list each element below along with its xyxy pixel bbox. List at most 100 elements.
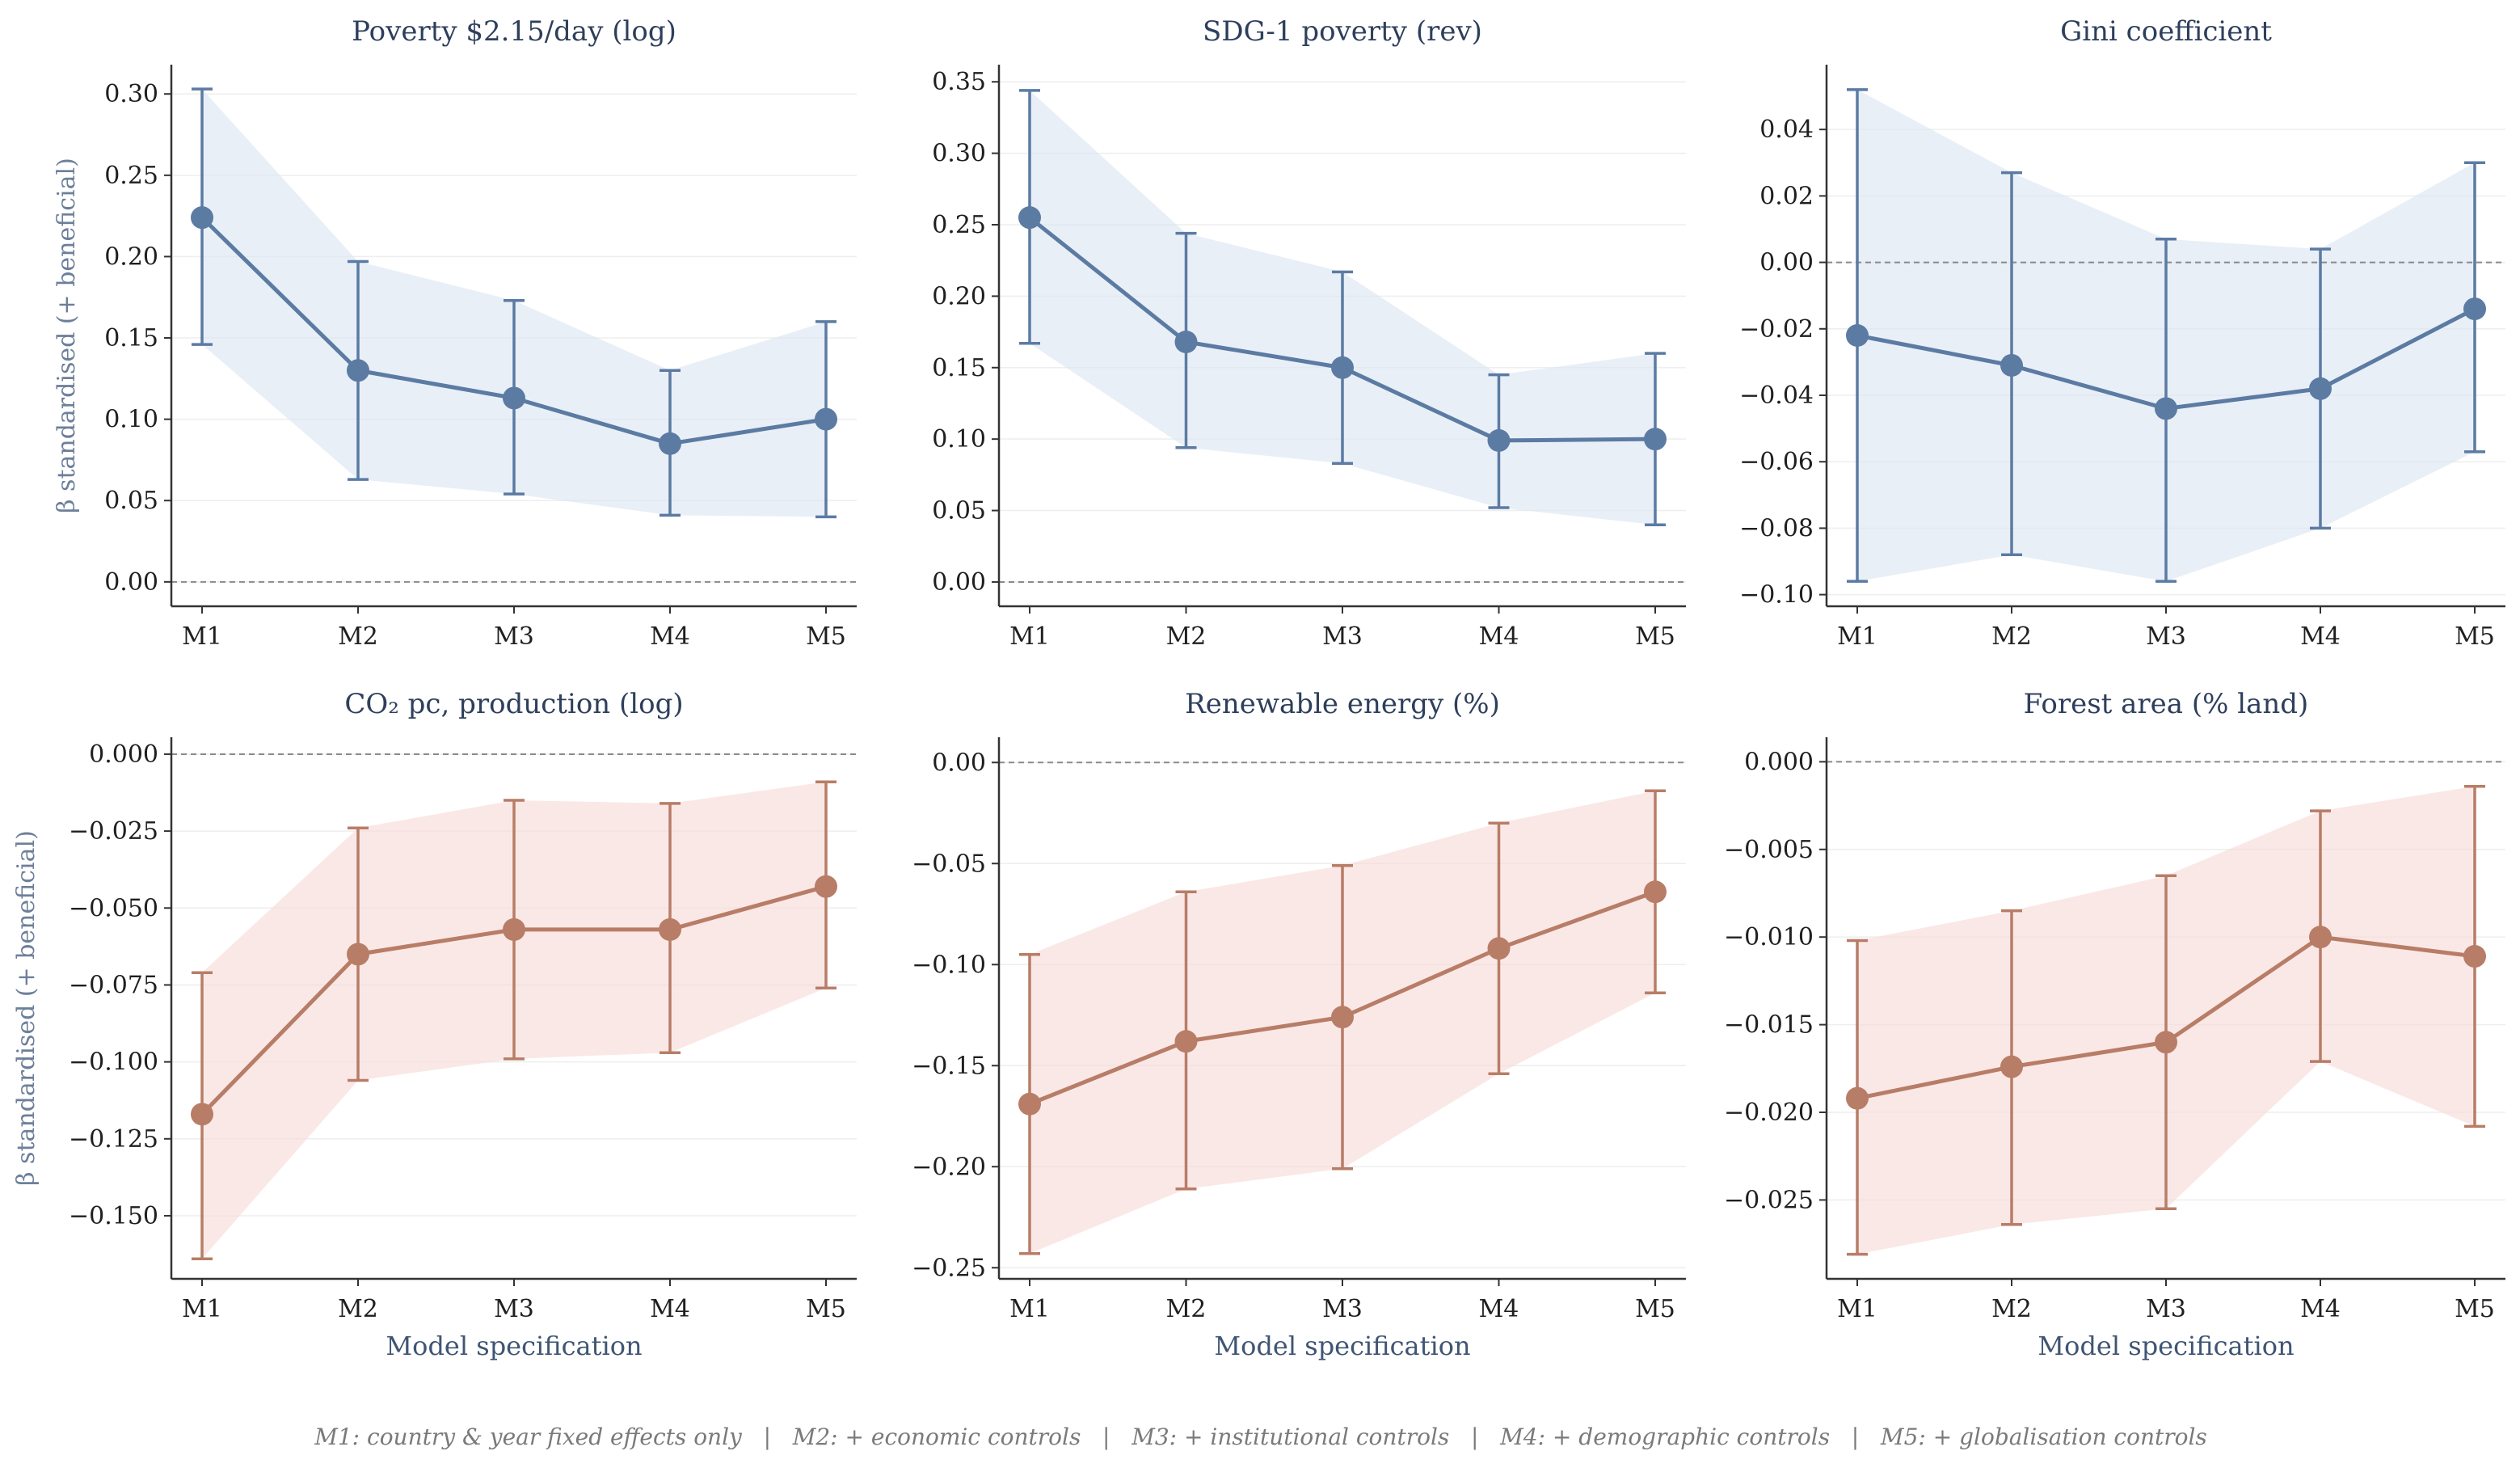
data-point — [503, 918, 525, 941]
y-tick-label: 0.30 — [932, 140, 986, 168]
panel-title: CO₂ pc, production (log) — [344, 688, 683, 720]
x-tick-label: M2 — [1166, 622, 1207, 651]
y-tick-label: −0.10 — [912, 951, 986, 979]
x-tick-label: M5 — [1635, 622, 1675, 651]
x-axis-label: Model specification — [2037, 1331, 2294, 1361]
data-point — [1331, 1006, 1354, 1029]
y-axis-label: β standardised (+ beneficial) — [53, 158, 81, 513]
data-point — [1644, 428, 1667, 451]
y-tick-label: 0.10 — [104, 406, 158, 434]
y-tick-label: 0.25 — [932, 211, 986, 239]
y-tick-label: −0.05 — [912, 850, 986, 878]
x-tick-label: M1 — [1837, 622, 1877, 651]
y-tick-label: 0.05 — [104, 487, 158, 515]
model-footnote: M1: country & year fixed effects only | … — [314, 1424, 2207, 1450]
x-tick-label: M1 — [182, 1295, 222, 1323]
y-axis-label: β standardised (+ beneficial) — [12, 830, 40, 1186]
data-point — [815, 407, 837, 431]
x-tick-label: M4 — [2300, 622, 2341, 651]
y-tick-label: 0.10 — [932, 425, 986, 453]
data-point — [659, 432, 681, 455]
x-tick-label: M1 — [1009, 622, 1050, 651]
panel-title: Poverty $2.15/day (log) — [352, 15, 676, 48]
y-tick-label: 0.000 — [89, 740, 158, 769]
y-tick-label: −0.010 — [1724, 923, 1814, 951]
x-tick-label: M2 — [338, 622, 378, 651]
y-tick-label: 0.000 — [1744, 748, 1814, 776]
x-tick-label: M2 — [1166, 1295, 1207, 1323]
y-tick-label: −0.06 — [1739, 448, 1814, 476]
data-point — [2000, 353, 2023, 377]
x-tick-label: M5 — [2455, 1295, 2495, 1323]
x-tick-label: M5 — [806, 1295, 846, 1323]
y-tick-label: 0.00 — [1759, 249, 1814, 277]
panel-title: Forest area (% land) — [2024, 688, 2309, 720]
x-tick-label: M3 — [2146, 622, 2186, 651]
data-point — [1331, 356, 1354, 379]
data-point — [1018, 1092, 1041, 1116]
y-tick-label: 0.30 — [104, 80, 158, 108]
y-tick-label: 0.35 — [932, 68, 986, 96]
data-point — [1174, 1030, 1198, 1053]
y-tick-label: 0.15 — [104, 324, 158, 352]
x-tick-label: M3 — [2146, 1295, 2186, 1323]
x-tick-label: M3 — [494, 1295, 534, 1323]
y-tick-label: −0.015 — [1724, 1011, 1814, 1040]
y-tick-label: −0.025 — [1724, 1186, 1814, 1214]
y-tick-label: −0.050 — [69, 894, 158, 922]
data-point — [2463, 945, 2486, 968]
x-tick-label: M2 — [1991, 622, 2032, 651]
data-point — [503, 386, 525, 410]
y-tick-label: −0.075 — [69, 971, 158, 999]
y-tick-label: −0.15 — [912, 1052, 986, 1080]
data-point — [347, 943, 369, 966]
data-point — [191, 1103, 213, 1126]
data-point — [1487, 428, 1511, 452]
y-tick-label: −0.04 — [1739, 382, 1814, 410]
x-tick-label: M1 — [1837, 1295, 1877, 1323]
panel-title: SDG-1 poverty (rev) — [1203, 15, 1482, 48]
data-point — [2309, 377, 2332, 400]
y-tick-label: 0.00 — [104, 568, 158, 597]
x-tick-label: M4 — [1479, 1295, 1519, 1323]
y-tick-label: 0.04 — [1759, 116, 1814, 144]
panel-5: −0.25 −0.20 −0.15 −0.10 −0.05 0.00 M1 M2 M3 M4 M5 R… — [912, 688, 1686, 1361]
y-tick-label: 0.20 — [932, 282, 986, 310]
y-tick-label: −0.005 — [1724, 836, 1814, 864]
data-point — [1018, 206, 1041, 230]
y-tick-label: −0.150 — [69, 1202, 158, 1230]
y-tick-label: 0.00 — [932, 568, 986, 597]
x-tick-label: M4 — [650, 1295, 690, 1323]
data-point — [659, 918, 681, 941]
x-tick-label: M1 — [182, 622, 222, 651]
data-point — [347, 359, 369, 382]
y-tick-label: 0.05 — [932, 497, 986, 525]
y-tick-label: −0.020 — [1724, 1099, 1814, 1127]
x-tick-label: M4 — [2300, 1295, 2341, 1323]
x-tick-label: M4 — [1479, 622, 1519, 651]
data-point — [2463, 297, 2486, 321]
data-point — [2309, 926, 2332, 949]
y-tick-label: −0.08 — [1739, 514, 1814, 542]
panel-2: 0.00 0.05 0.10 0.15 0.20 0.25 0.30 0.35 M1 M2 M3 M4… — [932, 15, 1686, 651]
panel-title: Renewable energy (%) — [1185, 688, 1500, 720]
x-axis-label: Model specification — [386, 1331, 642, 1361]
x-tick-label: M2 — [1991, 1295, 2032, 1323]
data-point — [1487, 937, 1511, 960]
data-point — [1846, 1086, 1869, 1110]
x-tick-label: M2 — [338, 1295, 378, 1323]
data-point — [2000, 1055, 2023, 1078]
panel-3: −0.10 −0.08 −0.06 −0.04 −0.02 0.00 0.02 0.04 M1 M… — [1739, 15, 2505, 651]
data-point — [191, 206, 213, 230]
data-point — [1174, 330, 1198, 353]
y-tick-label: −0.20 — [912, 1153, 986, 1181]
y-tick-label: −0.25 — [912, 1254, 986, 1282]
panel-title: Gini coefficient — [2060, 15, 2272, 48]
data-point — [2155, 397, 2177, 420]
x-tick-label: M4 — [650, 622, 690, 651]
y-tick-label: −0.125 — [69, 1125, 158, 1154]
x-tick-label: M3 — [1322, 622, 1363, 651]
x-tick-label: M3 — [494, 622, 534, 651]
y-tick-label: 0.25 — [104, 162, 158, 190]
